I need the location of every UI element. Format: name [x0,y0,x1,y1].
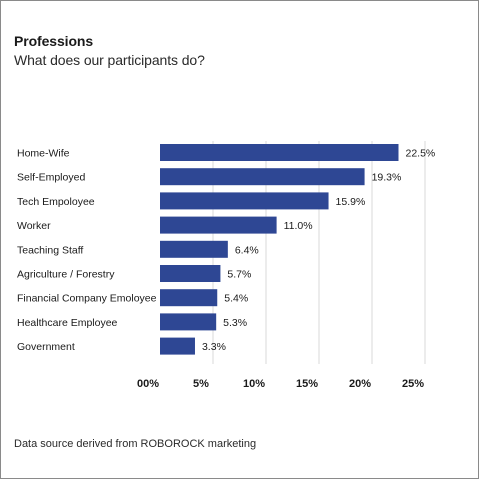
category-label: Agriculture / Forestry [17,269,115,281]
chart-title: Professions [14,33,94,49]
x-axis-ticks: 00% 5% 10% 15% 20% 25% [137,378,424,390]
value-label: 5.3% [223,317,247,329]
x-tick-label: 5% [193,378,209,390]
bar [160,240,228,258]
value-label: 3.3% [202,341,226,353]
value-label: 11.0% [284,220,313,232]
x-tick-label: 20% [349,378,371,390]
value-label: 19.3% [372,172,402,184]
x-tick-label: 10% [243,378,265,390]
x-tick-label: 15% [296,378,318,390]
value-label: 5.7% [227,269,251,281]
category-label: Self-Employed [17,172,85,184]
bar [160,337,195,355]
chart-subtitle: What does our participants do? [14,52,205,68]
bar [160,144,399,161]
category-label: Home-Wife [17,148,70,160]
category-labels: Home-Wife Self-Employed Tech Empoloyee Work… [17,148,157,354]
bar [160,265,221,282]
data-source-note: Data source derived from ROBOROCK market… [14,438,257,450]
category-label: Worker [17,220,51,232]
bar [160,168,365,186]
bar [160,216,277,234]
value-label: 6.4% [235,244,259,256]
category-label: Teaching Staff [17,244,83,256]
category-label: Government [17,341,75,353]
category-label: Healthcare Employee [17,317,118,329]
bars [160,144,399,355]
x-tick-label: 00% [137,378,159,390]
bar [160,289,218,307]
category-label: Financial Company Emoloyee [17,293,157,305]
category-label: Tech Empoloyee [17,196,95,208]
value-labels: 22.5% 19.3% 15.9% 11.0% 6.4% 5.7% 5.4% 5.3% 3.3% [202,148,435,354]
bar [160,192,329,210]
value-label: 22.5% [406,148,436,160]
x-tick-label: 25% [402,378,424,390]
value-label: 15.9% [336,196,366,208]
bar [160,313,217,331]
value-label: 5.4% [224,293,248,305]
